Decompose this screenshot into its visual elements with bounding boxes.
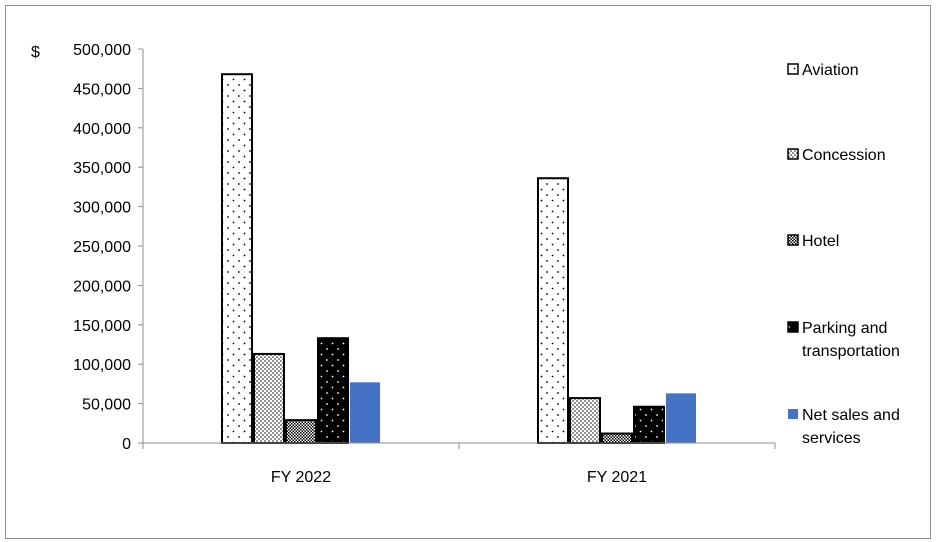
bar [317,337,349,445]
legend-label: Hotel [802,233,839,250]
bar [537,177,569,444]
legend: Aviation Concession Hotel Parking and transp… [787,62,900,447]
y-axis: 0 50,000 100,000 150,000 200,000 250,000 300,0… [73,42,144,453]
bar [350,382,380,443]
y-tick-label: 500,000 [73,42,131,59]
y-tick-label: 300,000 [73,200,131,217]
bars [221,73,696,445]
x-axis: FY 2022 FY 2021 [142,442,776,486]
legend-swatch [788,409,798,419]
bar [285,419,317,445]
bar [666,393,696,443]
legend-label: Net sales and services [802,407,900,447]
y-tick-label: 100,000 [73,357,131,374]
y-tick-label: 400,000 [73,121,131,138]
bar [601,432,633,445]
y-axis-currency-label: $ [31,44,40,61]
bar [633,405,665,445]
y-tick-label: 0 [122,436,131,453]
x-tick-label: FY 2021 [587,469,647,486]
y-tick-label: 250,000 [73,239,131,256]
y-tick-label: 350,000 [73,160,131,177]
bar [569,397,601,445]
legend-swatch [787,63,799,75]
legend-label: Concession [802,147,886,164]
legend-swatch [787,234,799,246]
bar [221,73,253,444]
y-tick-label: 450,000 [73,81,131,98]
x-tick-label: FY 2022 [271,469,331,486]
legend-swatch [787,321,799,333]
y-tick-label: 200,000 [73,278,131,295]
legend-label: Aviation [802,62,859,79]
bar [253,352,285,444]
legend-label: Parking and transportation [802,320,900,360]
chart-frame [5,5,931,539]
legend-swatch [787,148,799,160]
y-tick-label: 50,000 [82,397,131,414]
y-tick-label: 150,000 [73,318,131,335]
